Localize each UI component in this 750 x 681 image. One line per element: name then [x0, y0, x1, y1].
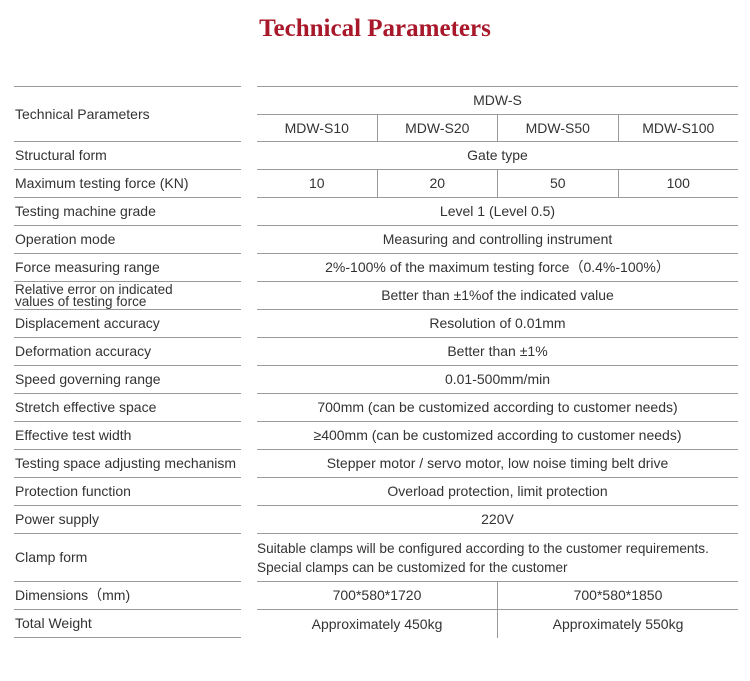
- header-models-row: MDW-S10 MDW-S20 MDW-S50 MDW-S100: [257, 115, 738, 142]
- row-value: Measuring and controlling instrument: [382, 231, 613, 247]
- row-label-cell: Structural form: [14, 142, 241, 170]
- row-label: Dimensions（mm): [15, 587, 131, 603]
- row-label-cell: Effective test width: [14, 422, 241, 450]
- row-label-cell: Maximum testing force (KN): [14, 170, 241, 198]
- row-value: Approximately 450kg: [311, 615, 443, 632]
- row-label: Structural form: [15, 147, 107, 163]
- row-label-cell: Clamp form: [14, 534, 241, 582]
- row-value: 0.01-500mm/min: [444, 371, 551, 387]
- row-label: Power supply: [15, 511, 100, 527]
- row-value: Resolution of 0.01mm: [429, 315, 566, 331]
- row-label: Protection function: [15, 483, 131, 499]
- table-row: Better than ±1%of the indicated value: [257, 282, 738, 310]
- row-value: 700*580*1850: [497, 582, 738, 609]
- header-group: MDW-S: [473, 92, 522, 108]
- table-row: 700mm (can be customized according to cu…: [257, 394, 738, 422]
- row-label: Testing space adjusting mechanism: [15, 455, 237, 471]
- row-value: 10: [308, 175, 325, 191]
- page-title: Technical Parameters: [259, 15, 491, 42]
- row-label-cell: Protection function: [14, 478, 241, 506]
- header-group-row: MDW-S: [257, 87, 738, 115]
- row-value: 2%-100% of the maximum testing force（0.4…: [325, 259, 670, 275]
- table-row: Level 1 (Level 0.5): [257, 198, 738, 226]
- row-label-cell: Power supply: [14, 506, 241, 534]
- table-row: Approximately 450kg Approximately 550kg: [257, 610, 738, 638]
- row-label: Deformation accuracy: [15, 343, 152, 359]
- row-label-cell: Relative error on indicated values of te…: [14, 282, 241, 310]
- row-value: Suitable clamps will be configured accor…: [257, 540, 709, 575]
- model-header: MDW-S20: [376, 115, 498, 141]
- row-label-cell: Testing machine grade: [14, 198, 241, 226]
- table-row: Stepper motor / servo motor, low noise t…: [257, 450, 738, 478]
- model-header: MDW-S10: [284, 119, 349, 136]
- row-value: 20: [376, 170, 498, 197]
- row-label: Testing machine grade: [15, 203, 156, 219]
- table-row: Resolution of 0.01mm: [257, 310, 738, 338]
- table-row: 700*580*1720 700*580*1850: [257, 582, 738, 610]
- row-label-cell: Deformation accuracy: [14, 338, 241, 366]
- row-value: Overload protection, limit protection: [387, 483, 608, 499]
- table-row: Suitable clamps will be configured accor…: [257, 534, 738, 582]
- table-row: Gate type: [257, 142, 738, 170]
- table-top-rule: [14, 86, 241, 87]
- model-header: MDW-S50: [497, 115, 618, 141]
- row-label: Total Weight: [15, 615, 92, 631]
- row-value: Stepper motor / servo motor, low noise t…: [326, 455, 669, 471]
- row-label: Maximum testing force (KN): [15, 175, 189, 191]
- row-value: Better than ±1%: [447, 343, 548, 359]
- header-label-cell: Technical Parameters: [14, 87, 241, 142]
- row-label-cell: Speed governing range: [14, 366, 241, 394]
- row-value: Better than ±1%of the indicated value: [381, 287, 614, 303]
- row-value: 700*580*1720: [332, 587, 422, 603]
- row-label-cell: Dimensions（mm): [14, 582, 241, 610]
- row-label: Effective test width: [15, 427, 132, 443]
- table-row: ≥400mm (can be customized according to c…: [257, 422, 738, 450]
- row-label: Relative error on indicated values of te…: [15, 281, 173, 309]
- row-value: 700mm (can be customized according to cu…: [317, 399, 678, 415]
- row-label-cell: Total Weight: [14, 610, 241, 638]
- row-value: 220V: [481, 511, 514, 527]
- table-row: 220V: [257, 506, 738, 534]
- table-top-rule: [257, 86, 738, 87]
- row-label-cell: Operation mode: [14, 226, 241, 254]
- row-label: Operation mode: [15, 231, 116, 247]
- table-row: Measuring and controlling instrument: [257, 226, 738, 254]
- table-row: Overload protection, limit protection: [257, 478, 738, 506]
- row-label: Clamp form: [15, 549, 88, 565]
- table-row: 2%-100% of the maximum testing force（0.4…: [257, 254, 738, 282]
- row-label: Displacement accuracy: [15, 315, 160, 331]
- row-label-cell: Displacement accuracy: [14, 310, 241, 338]
- table-row: 0.01-500mm/min: [257, 366, 738, 394]
- row-value: 100: [617, 170, 739, 197]
- row-value: Gate type: [467, 147, 528, 163]
- row-value: 50: [497, 170, 618, 197]
- row-value: Level 1 (Level 0.5): [439, 203, 556, 219]
- row-label-cell: Force measuring range: [14, 254, 241, 282]
- model-header: MDW-S100: [617, 115, 739, 141]
- header-label: Technical Parameters: [15, 105, 150, 122]
- table-row: 10 20 50 100: [257, 170, 738, 198]
- row-value: Approximately 550kg: [497, 610, 738, 638]
- row-label-cell: Testing space adjusting mechanism: [14, 450, 241, 478]
- row-label-cell: Stretch effective space: [14, 394, 241, 422]
- row-value: ≥400mm (can be customized according to c…: [313, 427, 682, 443]
- row-label: Speed governing range: [15, 371, 161, 387]
- row-label: Stretch effective space: [15, 399, 157, 415]
- table-row: Better than ±1%: [257, 338, 738, 366]
- row-label: Force measuring range: [15, 259, 160, 275]
